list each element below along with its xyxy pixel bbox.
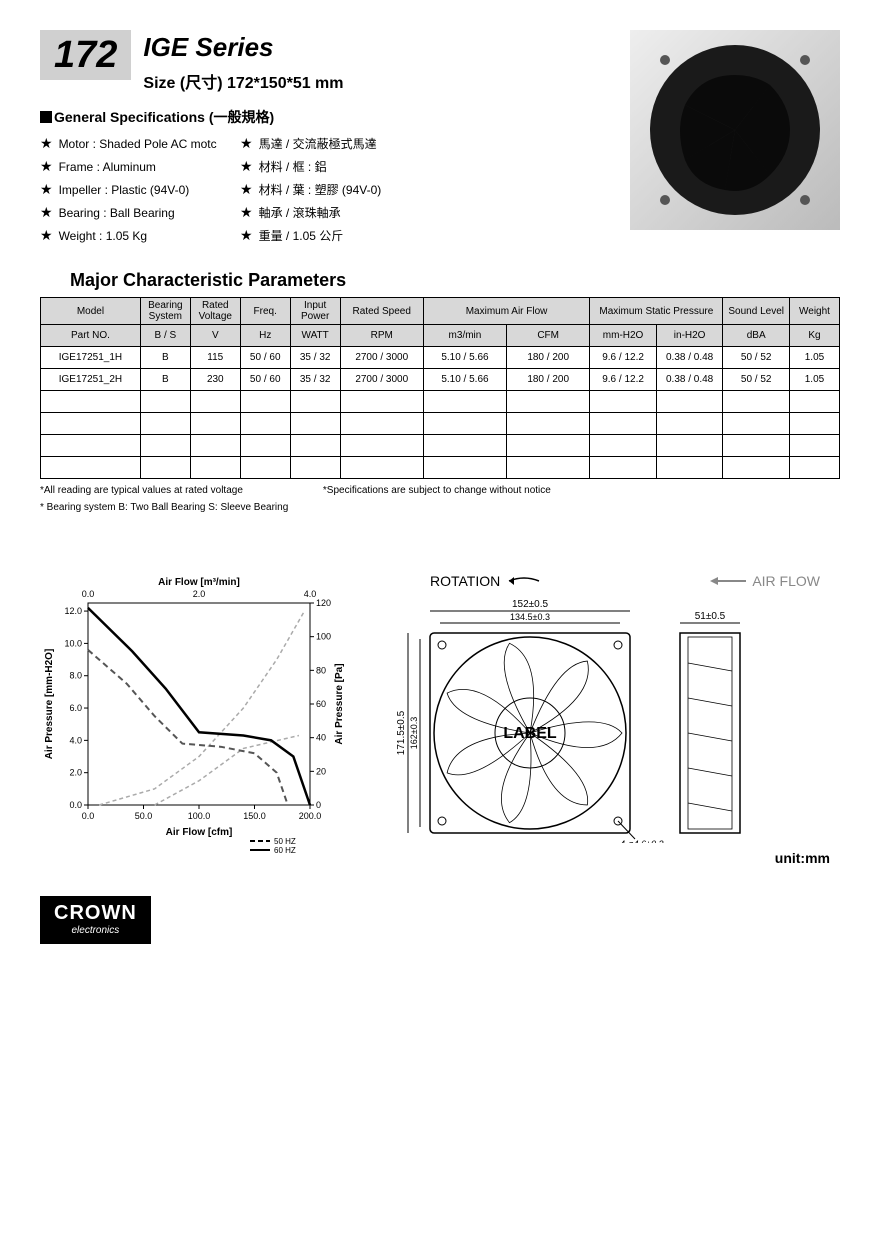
svg-text:Air Flow [cfm]: Air Flow [cfm] — [166, 827, 233, 838]
svg-text:0.0: 0.0 — [69, 800, 82, 810]
footnotes: *All reading are typical values at rated… — [40, 485, 840, 513]
svg-text:100: 100 — [316, 632, 331, 642]
square-bullet-icon — [40, 111, 52, 123]
svg-text:100.0: 100.0 — [188, 811, 211, 821]
svg-text:40: 40 — [316, 733, 326, 743]
svg-text:12.0: 12.0 — [64, 606, 82, 616]
star-icon: ★ — [240, 158, 253, 175]
star-icon: ★ — [40, 227, 53, 244]
size-badge: 172 — [40, 30, 131, 80]
svg-text:6.0: 6.0 — [69, 703, 82, 713]
svg-text:4-ø4.6±0.3: 4-ø4.6±0.3 — [620, 839, 663, 843]
svg-text:50 HZ: 50 HZ — [274, 837, 296, 846]
star-icon: ★ — [40, 181, 53, 198]
star-icon: ★ — [40, 158, 53, 175]
svg-text:4.0: 4.0 — [69, 735, 82, 745]
svg-text:171.5±0.5: 171.5±0.5 — [396, 710, 407, 755]
svg-text:50.0: 50.0 — [135, 811, 153, 821]
svg-text:Air Pressure [Pa]: Air Pressure [Pa] — [334, 663, 345, 744]
svg-text:60 HZ: 60 HZ — [274, 846, 296, 853]
svg-text:0.0: 0.0 — [82, 589, 95, 599]
svg-text:0.0: 0.0 — [82, 811, 95, 821]
svg-text:8.0: 8.0 — [69, 671, 82, 681]
general-spec-heading: General Specifications (一般規格) — [40, 107, 610, 127]
star-icon: ★ — [40, 204, 53, 221]
size-line: Size (尺寸) 172*150*51 mm — [143, 69, 343, 93]
star-icon: ★ — [240, 227, 253, 244]
svg-text:2.0: 2.0 — [193, 589, 206, 599]
svg-text:200.0: 200.0 — [299, 811, 322, 821]
svg-text:134.5±0.3: 134.5±0.3 — [510, 612, 550, 622]
series-title: IGE Series — [143, 32, 343, 63]
star-icon: ★ — [240, 204, 253, 221]
svg-text:0: 0 — [316, 800, 321, 810]
svg-text:Air Pressure [mm-H2O]: Air Pressure [mm-H2O] — [44, 649, 55, 760]
product-image — [630, 30, 840, 230]
star-icon: ★ — [240, 135, 253, 152]
svg-text:152±0.5: 152±0.5 — [512, 599, 549, 610]
spec-col-left: ★Motor : Shaded Pole AC motc ★Frame : Al… — [40, 135, 240, 250]
star-icon: ★ — [240, 181, 253, 198]
svg-text:10.0: 10.0 — [64, 638, 82, 648]
svg-text:4.0: 4.0 — [304, 589, 317, 599]
svg-text:60: 60 — [316, 699, 326, 709]
dimension-diagram: ROTATION AIR FLOW LABEL152±0.5134.5±0.31… — [380, 573, 840, 866]
brand-badge: CROWN electronics — [40, 896, 151, 944]
spec-col-right: ★馬達 / 交流蔽極式馬達 ★材料 / 框 : 鋁 ★材料 / 葉 : 塑膠 (… — [240, 135, 440, 250]
param-table: ModelBearing SystemRated VoltageFreq.Inp… — [40, 297, 840, 479]
svg-text:20: 20 — [316, 766, 326, 776]
svg-text:Air Flow [m³/min]: Air Flow [m³/min] — [158, 577, 240, 588]
svg-text:2.0: 2.0 — [69, 768, 82, 778]
star-icon: ★ — [40, 135, 53, 152]
svg-text:150.0: 150.0 — [243, 811, 266, 821]
svg-text:120: 120 — [316, 598, 331, 608]
table-title: Major Characteristic Parameters — [70, 270, 840, 291]
performance-chart: 0.0 2.0 4.0 6.0 8.0 10.0 12.0 0 20 40 60 80 100 120 0.… — [40, 573, 350, 856]
svg-text:51±0.5: 51±0.5 — [695, 611, 726, 622]
svg-text:80: 80 — [316, 665, 326, 675]
svg-text:162±0.3: 162±0.3 — [409, 717, 419, 749]
